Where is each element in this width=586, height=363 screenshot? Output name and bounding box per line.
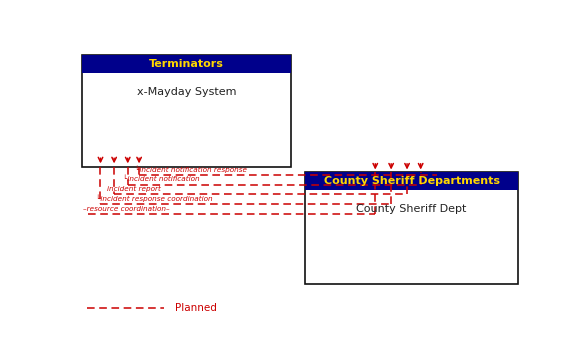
Text: └incident response coordination: └incident response coordination	[96, 195, 213, 202]
Text: County Sheriff Departments: County Sheriff Departments	[323, 176, 500, 186]
Text: └incident notification: └incident notification	[123, 176, 200, 183]
Bar	[82, 55, 291, 73]
Text: incident report: incident report	[107, 186, 161, 192]
Text: –resource coordination–: –resource coordination–	[83, 206, 170, 212]
Text: x-Mayday System: x-Mayday System	[137, 87, 237, 97]
Bar	[305, 172, 519, 284]
Text: Terminators: Terminators	[149, 59, 224, 69]
Text: └incident notification response: └incident notification response	[135, 165, 247, 173]
Bar	[305, 172, 519, 190]
Bar	[82, 55, 291, 167]
Text: County Sheriff Dept: County Sheriff Dept	[356, 204, 467, 214]
Text: Planned: Planned	[175, 303, 217, 313]
